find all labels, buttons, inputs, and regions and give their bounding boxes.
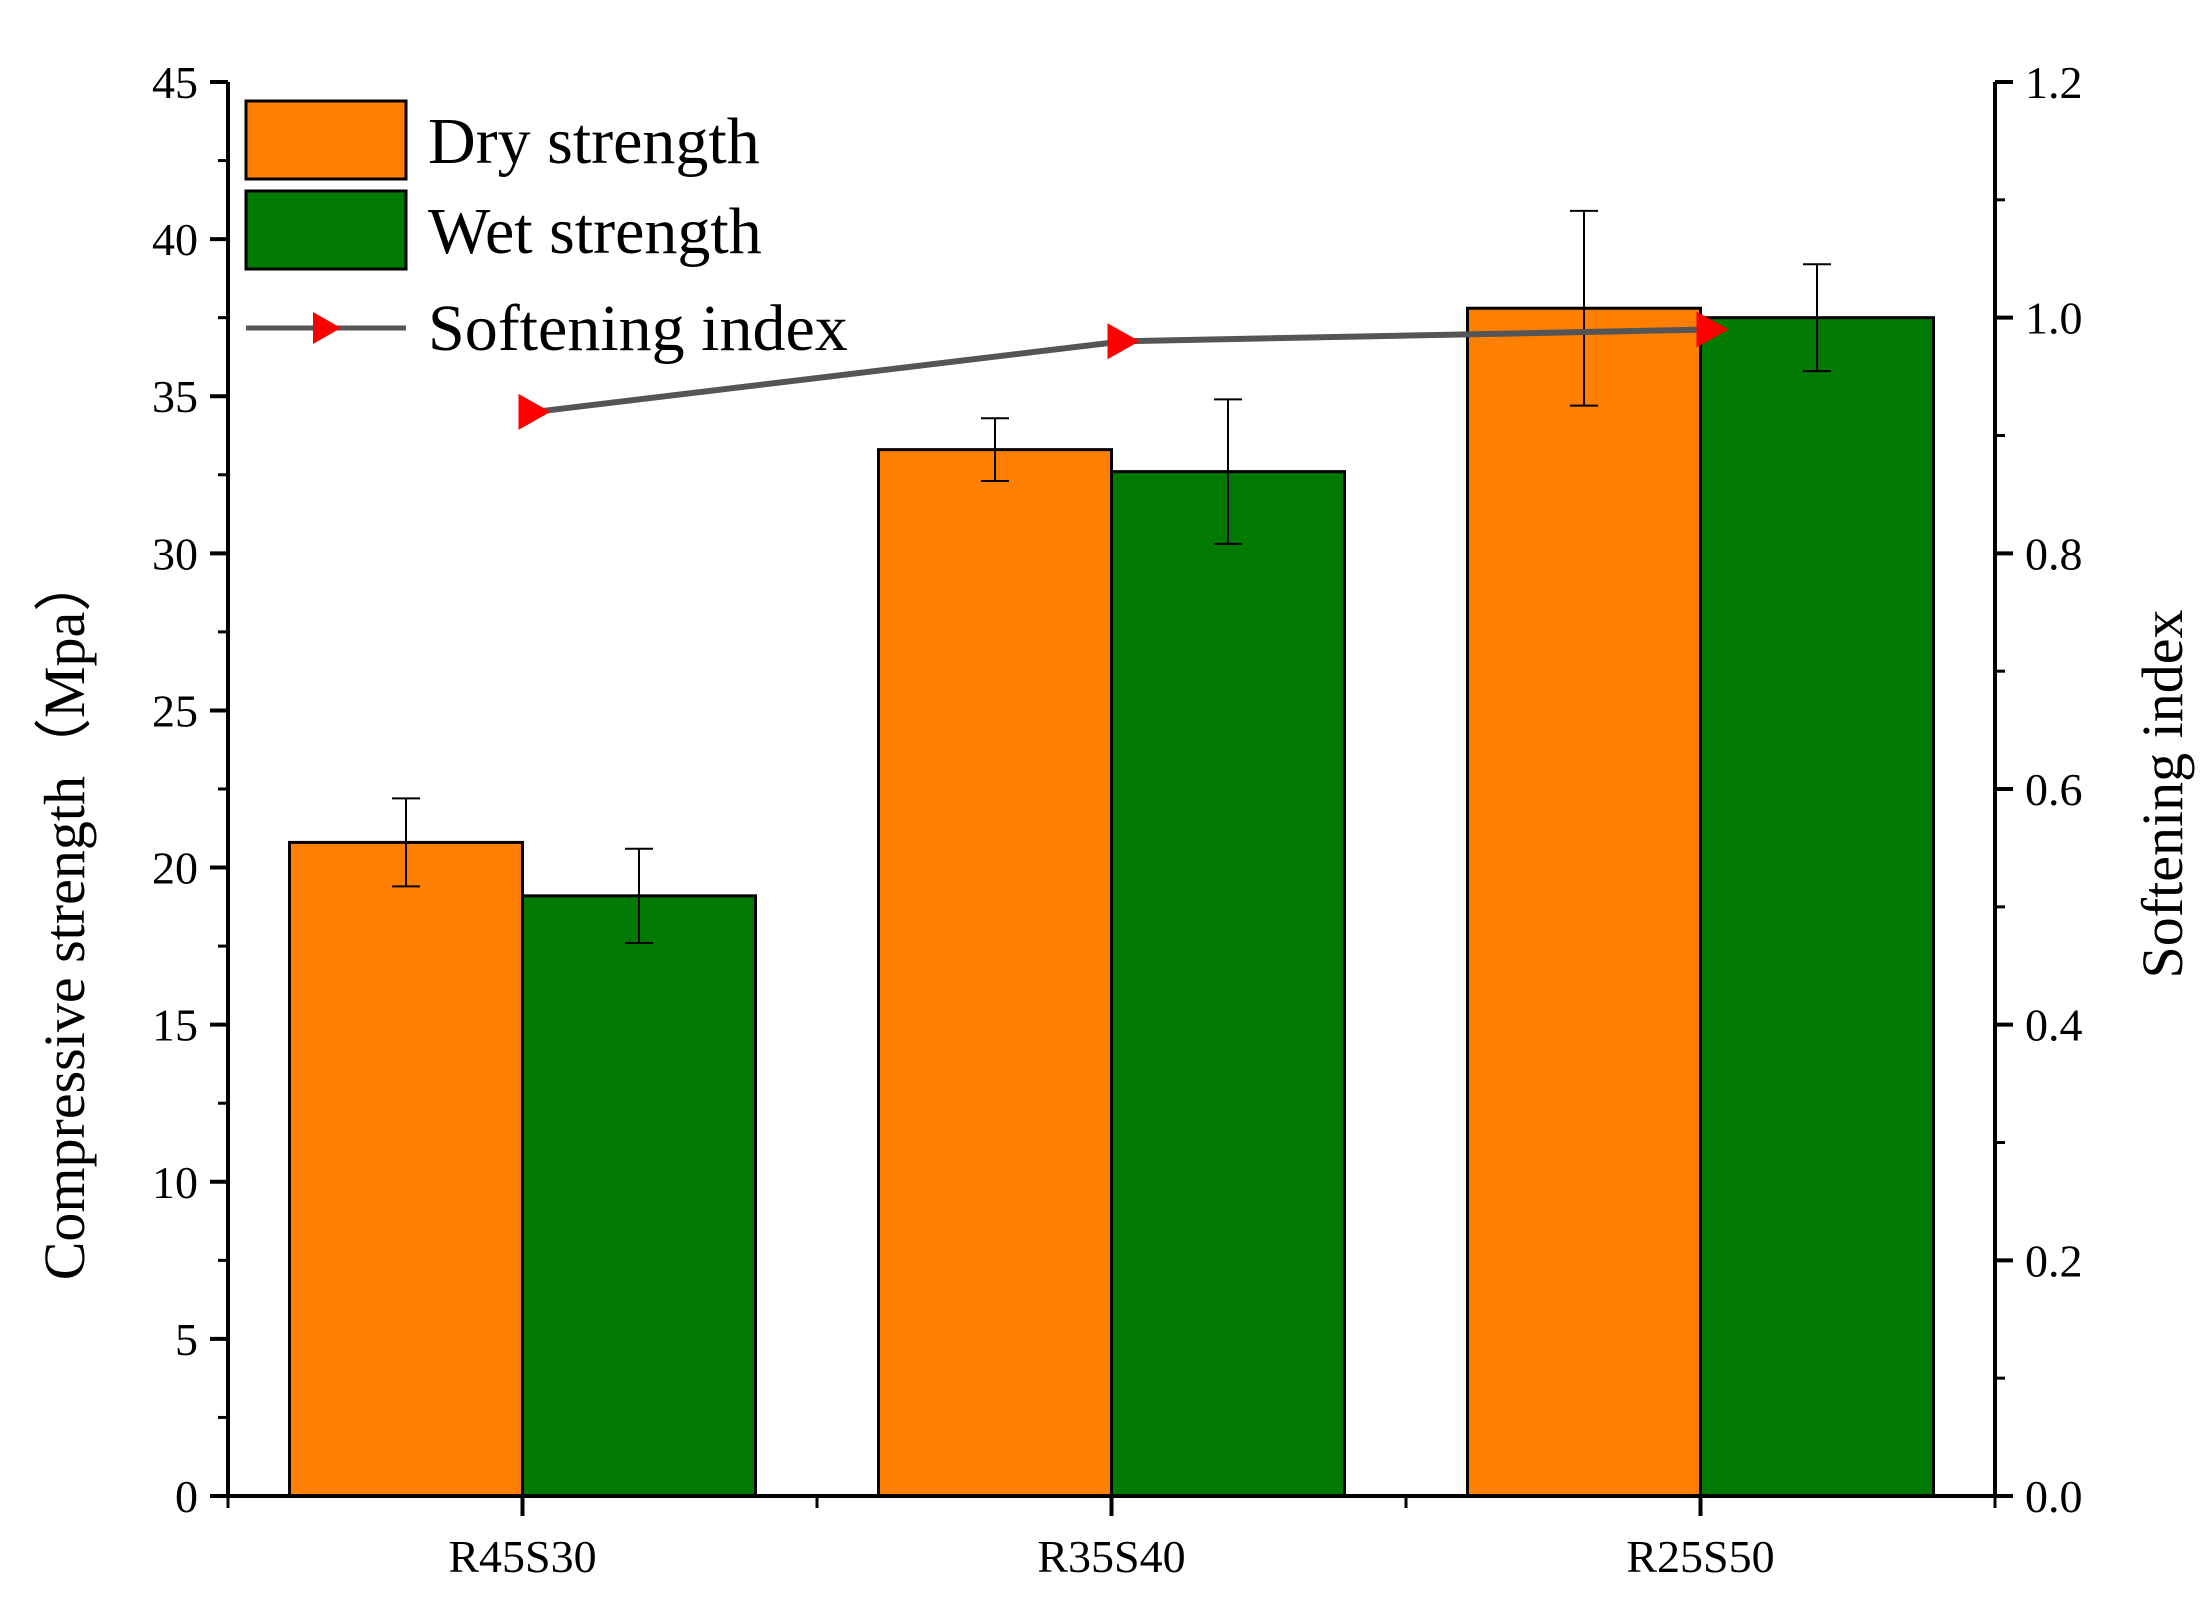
legend: Dry strength Wet strength Softening inde… [244, 99, 848, 365]
legend-swatch-wet [244, 189, 408, 271]
softening-line-layer [518, 311, 1729, 430]
bar-wet-R25S50 [1699, 316, 1935, 1498]
bar-wet-R35S40 [1110, 470, 1346, 1498]
y2-tick-label-0.6: 0.6 [2025, 764, 2083, 815]
y-tick-label-40: 40 [152, 214, 198, 265]
legend-marker-softening [313, 312, 341, 344]
bar-wet-R45S30 [521, 894, 757, 1498]
y2-tick-label-1.0: 1.0 [2025, 293, 2083, 344]
x-tick-label-R25S50: R25S50 [1626, 1531, 1774, 1582]
legend-swatch-dry [244, 99, 408, 181]
y2-axis-title: Softening index [2130, 610, 2195, 979]
y-tick-label-30: 30 [152, 528, 198, 579]
y-tick-label-45: 45 [152, 57, 198, 108]
y-tick-label-25: 25 [152, 685, 198, 736]
y-tick-label-20: 20 [152, 843, 198, 894]
y2-tick-label-0.4: 0.4 [2025, 1000, 2083, 1051]
error-bars-layer [392, 209, 1831, 944]
legend-label-wet: Wet strength [428, 195, 762, 268]
legend-label-dry: Dry strength [428, 105, 760, 178]
axes-layer: 0 5 10 15 20 25 30 35 40 45 0.0 0.2 0.4 0.6 0.8 1.0 1.2 R… [152, 57, 2083, 1582]
softening-marker-R45S30 [518, 393, 551, 430]
bar-dry-R35S40 [877, 448, 1113, 1498]
y2-tick-label-1.2: 1.2 [2025, 57, 2083, 108]
y-axis-title: Compressive strength（Mpa） [32, 554, 97, 1281]
x-tick-label-R45S30: R45S30 [448, 1531, 596, 1582]
softening-marker-R25S50 [1696, 311, 1729, 348]
y-tick-label-15: 15 [152, 1000, 198, 1051]
y2-tick-label-0.2: 0.2 [2025, 1235, 2083, 1286]
y-tick-label-5: 5 [175, 1314, 198, 1365]
y-tick-label-35: 35 [152, 371, 198, 422]
bar-dry-R45S30 [288, 840, 524, 1498]
legend-label-softening: Softening index [428, 292, 848, 365]
y-tick-label-0: 0 [175, 1471, 198, 1522]
y-tick-label-10: 10 [152, 1157, 198, 1208]
softening-marker-R35S40 [1107, 323, 1140, 360]
x-tick-label-R35S40: R35S40 [1037, 1531, 1185, 1582]
bars-layer [288, 306, 1935, 1498]
bar-dry-R25S50 [1466, 306, 1702, 1498]
y2-tick-label-0.8: 0.8 [2025, 528, 2083, 579]
y2-tick-label-0.0: 0.0 [2025, 1471, 2083, 1522]
